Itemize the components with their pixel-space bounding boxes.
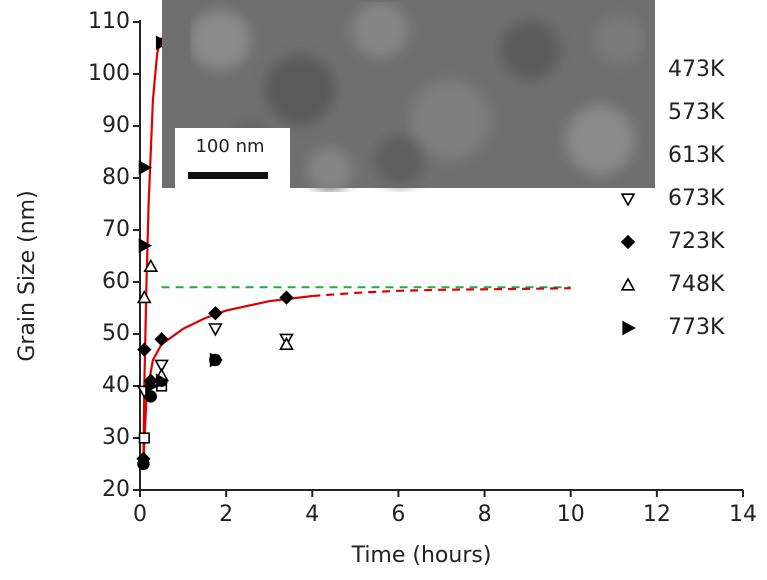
marker (136, 289, 152, 304)
x-tick-label: 2 (219, 502, 233, 527)
legend-marker (622, 320, 636, 336)
x-tick-label: 14 (729, 502, 757, 527)
marker (155, 373, 170, 389)
marker (145, 378, 159, 394)
legend-marker (620, 234, 636, 250)
scale-bar (188, 172, 268, 179)
fit-line (312, 287, 571, 298)
x-tick-label: 12 (643, 502, 671, 527)
y-tick-label: 50 (102, 321, 130, 346)
y-tick-label: 40 (102, 373, 130, 398)
y-tick-label: 30 (102, 425, 130, 450)
legend-label: 723K (668, 229, 725, 254)
marker (136, 451, 151, 466)
legend-marker (620, 277, 636, 291)
marker (208, 306, 223, 321)
marker (143, 258, 159, 273)
legend-label: 773K (668, 315, 725, 340)
marker (137, 342, 152, 357)
y-axis-title: Grain Size (nm) (15, 190, 40, 361)
legend-label: 673K (668, 186, 725, 211)
y-tick-label: 90 (102, 113, 130, 138)
marker (154, 332, 169, 347)
legend-marker (620, 193, 636, 207)
marker (209, 352, 224, 368)
y-tick-label: 100 (88, 61, 130, 86)
y-tick-label: 80 (102, 165, 130, 190)
legend-label: 573K (668, 100, 725, 125)
marker (154, 359, 169, 373)
scale-bar-label: 100 nm (195, 136, 264, 157)
x-tick-label: 0 (133, 502, 147, 527)
y-tick-label: 20 (102, 477, 130, 502)
y-tick-label: 110 (88, 9, 130, 34)
marker (208, 323, 223, 337)
fit-line (142, 294, 313, 465)
inset-image: 100 nm (162, 0, 655, 192)
y-tick-label: 70 (102, 217, 130, 242)
y-tick-label: 60 (102, 269, 130, 294)
legend-label: 473K (668, 57, 725, 82)
x-tick-label: 6 (391, 502, 405, 527)
x-tick-label: 10 (557, 502, 585, 527)
x-tick-label: 8 (478, 502, 492, 527)
marker (279, 336, 294, 351)
marker (138, 238, 152, 253)
x-axis-title: Time (hours) (351, 543, 492, 568)
legend-label: 613K (668, 143, 725, 168)
marker (138, 160, 152, 175)
marker (138, 432, 150, 444)
marker (279, 290, 294, 305)
legend-label: 748K (668, 272, 725, 297)
x-tick-label: 4 (305, 502, 319, 527)
